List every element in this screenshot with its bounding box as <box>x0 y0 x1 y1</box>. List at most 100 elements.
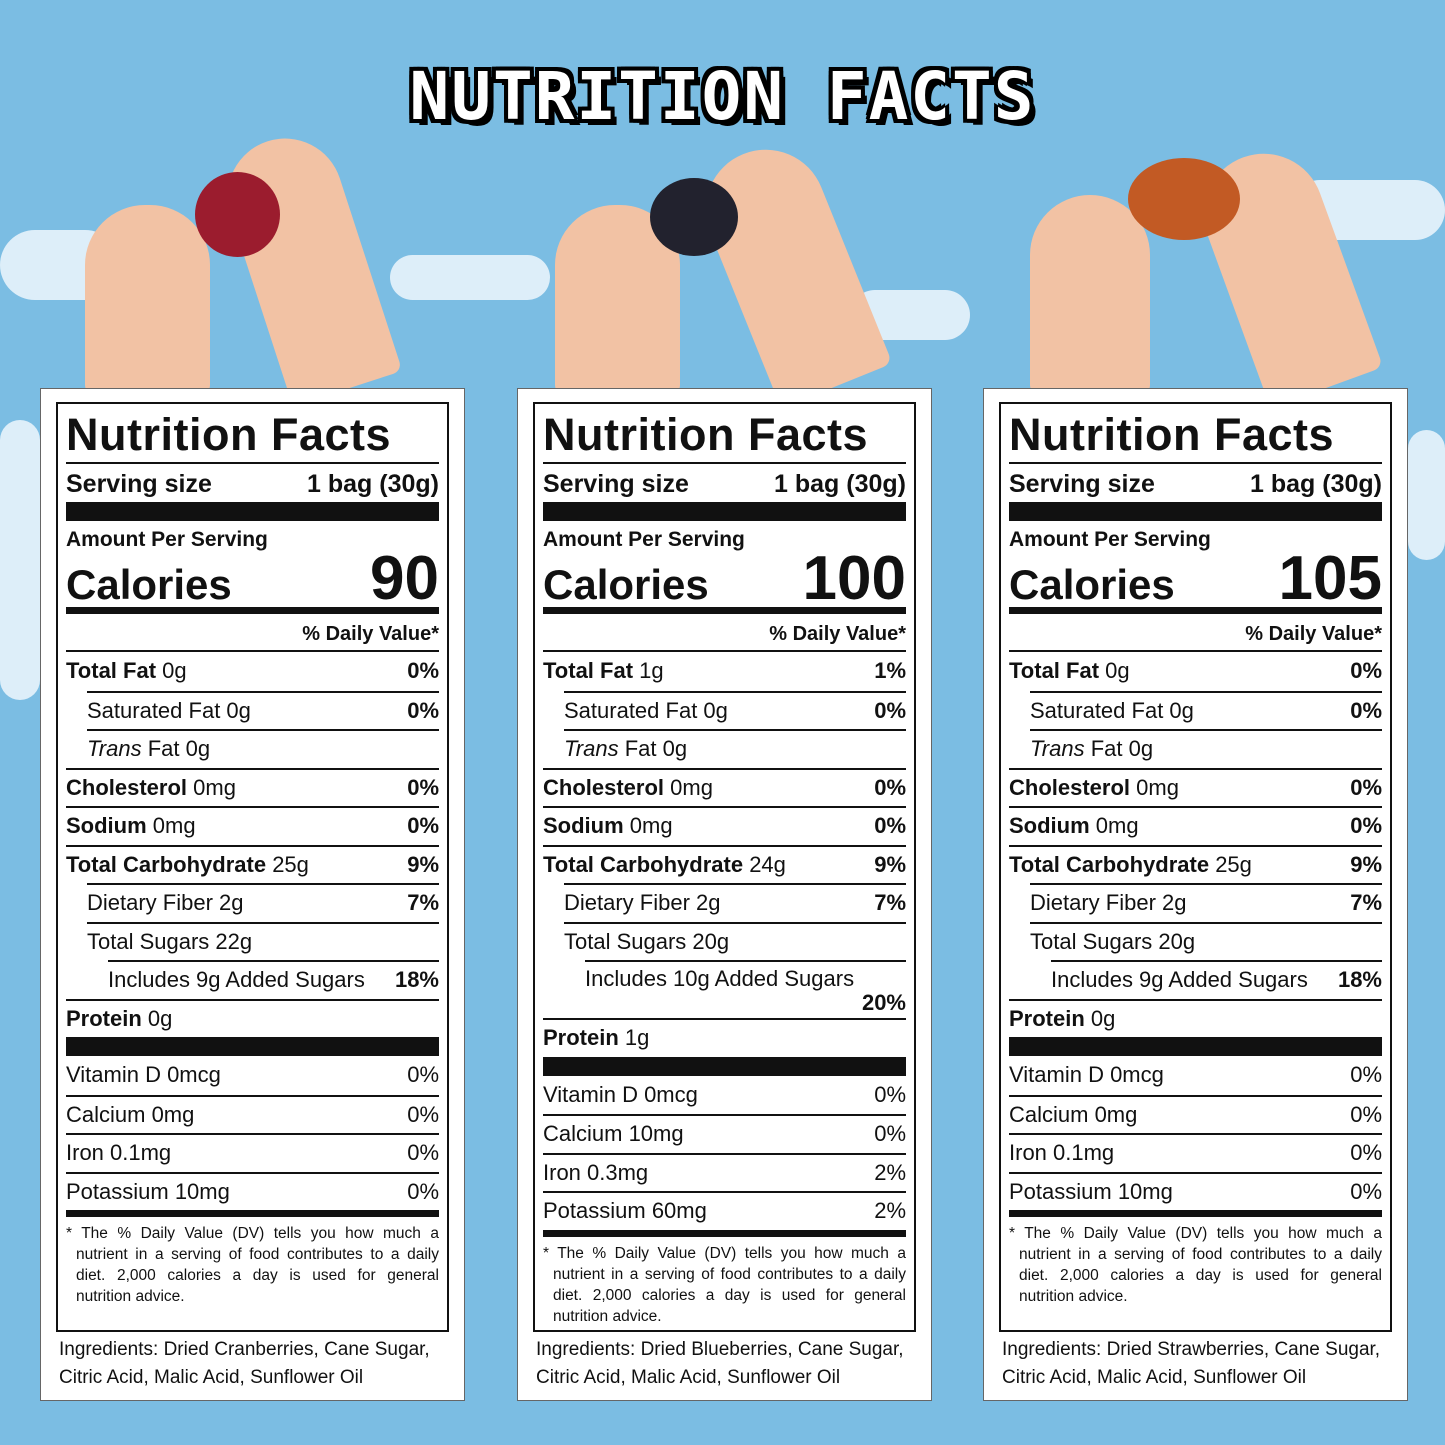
vitamin-name: Calcium 0mg <box>66 1101 195 1127</box>
nutrient-name: Total Fat <box>66 658 157 684</box>
vitamin-row: Potassium 10mg 0% <box>1009 1171 1382 1211</box>
ingredients: Ingredients: Dried Blueberries, Cane Sug… <box>536 1339 904 1388</box>
serving-size-row: Serving size 1 bag (30g) <box>543 462 906 502</box>
nutrient-daily-value: 7% <box>407 890 439 916</box>
vitamin-daily-value: 0% <box>1350 1062 1382 1088</box>
nutrient-label: Dietary Fiber 2g <box>1030 890 1187 916</box>
nutrient-amount: 1g <box>639 658 664 684</box>
nutrient-row: Total Sugars 20g <box>564 921 906 961</box>
nutrient-daily-value: 20% <box>861 990 906 1015</box>
nutrient-daily-value: 0% <box>1350 697 1382 723</box>
nutrient-amount: 0g <box>147 1005 173 1031</box>
calories-label: Calories <box>543 561 709 608</box>
nutrient-daily-value: 0% <box>874 697 906 723</box>
nutrient-row: Total Carbohydrate 25g 9% <box>1009 844 1382 884</box>
vitamin-daily-value: 0% <box>1350 1101 1382 1127</box>
calories-label: Calories <box>66 561 232 608</box>
nutrient-name: Includes 9g Added Sugars <box>108 967 365 993</box>
vitamin-row: Vitamin D 0mcg 0% <box>66 1056 439 1095</box>
nutrient-row: Dietary Fiber 2g 7% <box>564 883 906 922</box>
thick-divider <box>66 502 439 521</box>
nutrient-label: Dietary Fiber 2g <box>87 890 244 916</box>
nutrient-daily-value: 18% <box>394 967 439 993</box>
vitamin-name: Vitamin D 0mcg <box>1009 1062 1164 1088</box>
serving-size-label: Serving size <box>543 470 689 498</box>
nutrient-name: Protein <box>66 1005 142 1031</box>
nutrient-row: Includes 9g Added Sugars 18% <box>108 960 439 999</box>
nutrient-amount: 0g <box>1090 1005 1116 1031</box>
nutrient-row: Total Carbohydrate 25g 9% <box>66 844 439 884</box>
nutrient-row: Saturated Fat 0g 0% <box>87 690 439 730</box>
vitamin-row: Iron 0.1mg 0% <box>1009 1133 1382 1172</box>
amount-per-serving: Amount Per Serving <box>543 528 745 551</box>
nutrient-name: Total Carbohydrate <box>543 851 744 877</box>
nutrition-label-blueberry: Nutrition Facts Serving size 1 bag (30g) Am… <box>517 388 932 1401</box>
serving-size-value: 1 bag (30g) <box>307 470 439 498</box>
calories-row: Calories 100 <box>543 548 906 610</box>
nutrient-daily-value: 9% <box>1350 851 1382 877</box>
nutrient-row: Trans Fat 0g <box>564 729 906 768</box>
footnote: * The % Daily Value (DV) tells you how m… <box>1009 1225 1382 1305</box>
nutrient-label: Saturated Fat 0g <box>564 698 728 724</box>
thumb <box>1030 195 1150 395</box>
nutrient-name: Protein <box>543 1025 619 1051</box>
vitamin-row: Calcium 10mg 0% <box>543 1114 906 1153</box>
nutrient-row: Total Sugars 20g <box>1030 921 1382 961</box>
nutrient-name: Total Sugars 20g <box>564 928 730 954</box>
nutrient-name: Trans <box>1030 736 1085 762</box>
vitamin-daily-value: 2% <box>874 1159 906 1185</box>
serving-size-label: Serving size <box>66 470 212 498</box>
label-title: Nutrition Facts <box>543 409 869 460</box>
nutrient-row: Total Carbohydrate 24g 9% <box>543 844 906 884</box>
nutrient-row: Cholesterol 0mg 0% <box>543 767 906 807</box>
serving-size-row: Serving size 1 bag (30g) <box>1009 462 1382 502</box>
medium-divider <box>66 607 439 614</box>
vitamin-name: Iron 0.1mg <box>66 1140 172 1166</box>
nutrient-row: Total Sugars 22g <box>87 921 439 961</box>
nutrient-label: Total Fat 1g <box>543 658 664 684</box>
nutrient-label: Includes 10g Added Sugars <box>585 966 906 992</box>
medium-divider <box>543 607 906 614</box>
medium-divider <box>66 1210 439 1217</box>
nutrient-name: Total Carbohydrate <box>1009 851 1210 877</box>
nutrient-name: Total Fat <box>543 658 634 684</box>
vitamin-row: Potassium 10mg 0% <box>66 1171 439 1211</box>
nutrient-label: Sodium 0mg <box>543 813 673 839</box>
nutrient-amount: 25g <box>272 851 309 877</box>
vitamin-daily-value: 0% <box>874 1121 906 1147</box>
vitamin-daily-value: 0% <box>1350 1178 1382 1204</box>
vitamin-row: Calcium 0mg 0% <box>1009 1094 1382 1134</box>
nutrient-row: Sodium 0mg 0% <box>543 806 906 845</box>
medium-divider <box>1009 607 1382 614</box>
vitamin-name: Iron 0.3mg <box>543 1159 649 1185</box>
nutrient-row: Sodium 0mg 0% <box>66 806 439 845</box>
nutrient-label: Includes 9g Added Sugars <box>108 967 365 993</box>
nutrient-label: Total Sugars 20g <box>1030 929 1195 955</box>
vitamin-daily-value: 0% <box>1350 1140 1382 1166</box>
nutrient-amount: 0mg <box>193 774 236 800</box>
nutrient-amount: 0mg <box>1095 813 1139 839</box>
nutrient-label: Sodium 0mg <box>1009 813 1139 839</box>
calories-value: 90 <box>370 544 439 613</box>
nutrient-label: Total Sugars 22g <box>87 929 252 955</box>
cloud <box>0 420 40 700</box>
vitamin-name: Potassium 10mg <box>66 1178 230 1204</box>
cloud <box>390 255 550 300</box>
nutrient-amount: 25g <box>1215 851 1252 877</box>
label-title: Nutrition Facts <box>1009 409 1335 460</box>
nutrient-label: Total Carbohydrate 24g <box>543 852 786 878</box>
nutrient-name: Includes 9g Added Sugars <box>1051 967 1308 993</box>
nutrient-daily-value: 0% <box>407 774 439 800</box>
nutrition-label-strawberry: Nutrition Facts Serving size 1 bag (30g) Am… <box>983 388 1408 1401</box>
nutrient-name: Protein <box>1009 1005 1085 1031</box>
footnote: * The % Daily Value (DV) tells you how m… <box>66 1225 439 1305</box>
nutrient-row: Trans Fat 0g <box>1030 729 1382 768</box>
nutrient-label: Total Fat 0g <box>1009 658 1130 684</box>
vitamin-row: Vitamin D 0mcg 0% <box>1009 1056 1382 1095</box>
nutrient-label: Trans Fat 0g <box>564 736 687 762</box>
nutrient-name: Saturated Fat 0g <box>87 697 251 723</box>
nutrient-name: Includes 10g Added Sugars <box>585 966 855 991</box>
banner-title: NUTRITION FACTS <box>409 58 1036 135</box>
cloud <box>1408 430 1445 560</box>
vitamin-name: Calcium 10mg <box>543 1121 684 1147</box>
